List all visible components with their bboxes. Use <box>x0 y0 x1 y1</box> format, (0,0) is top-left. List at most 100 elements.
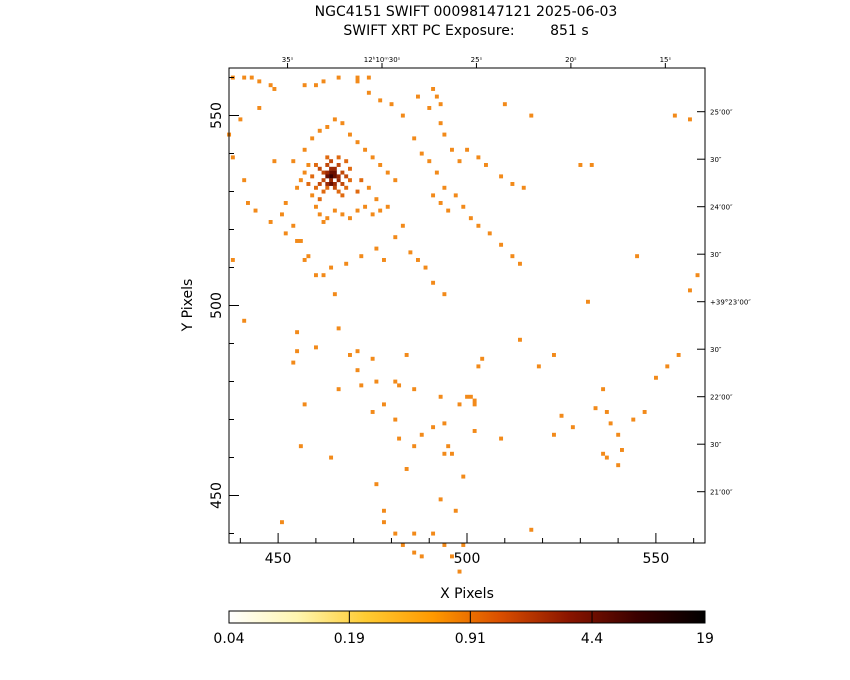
data-pixel <box>249 75 254 80</box>
data-pixel <box>434 170 439 175</box>
data-pixel <box>480 356 485 361</box>
data-pixel <box>382 402 386 407</box>
data-pixel <box>450 554 454 559</box>
data-pixel <box>446 208 451 213</box>
data-pixel <box>325 174 330 179</box>
x-tick-label: 500 <box>454 551 481 567</box>
data-pixel <box>631 417 636 422</box>
data-pixel <box>325 155 330 160</box>
data-pixel <box>438 394 443 399</box>
data-pixel <box>325 170 330 175</box>
data-pixel <box>332 117 337 122</box>
colorbar <box>228 610 706 624</box>
data-pixel <box>688 117 692 122</box>
data-pixel <box>442 451 447 456</box>
data-pixel <box>593 406 598 411</box>
data-pixel <box>348 178 352 183</box>
data-pixel <box>453 508 458 513</box>
data-pixel <box>242 178 247 183</box>
data-pixel <box>438 121 443 126</box>
data-pixel <box>378 208 383 213</box>
data-pixel <box>268 83 273 88</box>
data-pixel <box>450 147 454 152</box>
data-pixel <box>306 182 311 186</box>
data-pixel <box>393 531 398 536</box>
data-pixel <box>366 185 371 190</box>
data-pixel <box>344 185 349 190</box>
data-pixel <box>302 170 307 175</box>
data-pixel <box>393 417 398 422</box>
dec-tick-label: 30″ <box>710 156 722 164</box>
data-pixel <box>310 136 315 141</box>
dec-tick-label: +39°23’00″ <box>710 299 751 307</box>
data-pixel <box>374 379 379 384</box>
data-pixel <box>336 174 341 179</box>
data-pixel <box>374 246 379 251</box>
data-pixel <box>253 208 258 213</box>
data-pixel <box>601 451 606 456</box>
data-pixel <box>336 155 341 160</box>
data-pixel <box>317 197 322 202</box>
data-pixel <box>404 353 409 357</box>
data-pixel <box>359 178 364 183</box>
chart-subtitle: SWIFT XRT PC Exposure: 851 s <box>343 23 588 39</box>
data-pixel <box>340 121 345 126</box>
data-pixel <box>242 75 247 80</box>
data-pixel <box>468 216 473 221</box>
data-pixel <box>336 75 341 80</box>
data-pixel <box>348 216 352 221</box>
data-pixel <box>374 197 379 202</box>
x-axis-label: X Pixels <box>440 586 494 602</box>
data-pixel <box>518 337 522 342</box>
data-pixel <box>355 368 360 373</box>
data-pixel <box>589 163 594 167</box>
data-pixel <box>283 201 288 205</box>
y-axis-label: Y Pixels <box>180 279 196 333</box>
data-pixel <box>404 467 409 471</box>
data-pixel <box>272 159 277 164</box>
plot-frame <box>228 67 706 544</box>
data-pixel <box>378 163 383 167</box>
data-pixel <box>314 163 318 167</box>
dec-tick-label: 25’00″ <box>710 109 733 117</box>
data-pixel <box>393 178 398 183</box>
data-pixel <box>642 410 647 414</box>
data-pixel <box>434 94 439 99</box>
data-pixel <box>431 193 436 198</box>
data-pixel <box>412 550 417 555</box>
dec-tick-label: 30″ <box>710 251 722 259</box>
data-pixel <box>280 212 284 217</box>
dec-tick-label: 21’00″ <box>710 489 733 497</box>
data-pixel <box>412 387 417 392</box>
data-pixel <box>302 402 307 407</box>
data-pixel <box>438 497 443 502</box>
data-pixel <box>355 140 360 145</box>
data-pixel <box>484 163 488 167</box>
data-pixel <box>314 204 318 209</box>
colorbar-tick-label: 0.19 <box>334 631 365 647</box>
data-pixel <box>314 345 318 350</box>
y-tick-label: 550 <box>209 102 225 129</box>
data-pixel <box>412 531 417 536</box>
data-pixel <box>374 482 379 487</box>
data-pixel <box>242 318 247 323</box>
data-pixel <box>344 174 349 179</box>
data-pixel <box>230 258 235 262</box>
ra-tick-label: 25ˢ <box>471 56 483 64</box>
data-pixel <box>257 106 262 110</box>
data-pixel <box>502 102 507 107</box>
data-pixel <box>321 170 326 175</box>
data-pixel <box>298 178 303 183</box>
data-pixel <box>306 254 311 259</box>
data-pixel <box>302 147 307 152</box>
data-pixel <box>499 174 504 179</box>
image-pixels <box>227 75 700 574</box>
data-pixel <box>442 292 447 297</box>
data-pixel <box>382 258 386 262</box>
data-pixel <box>370 410 375 414</box>
ra-tick-label: 15ˢ <box>660 56 672 64</box>
data-pixel <box>332 182 337 186</box>
data-pixel <box>306 163 311 167</box>
data-pixel <box>472 429 477 433</box>
data-pixel <box>431 280 436 285</box>
